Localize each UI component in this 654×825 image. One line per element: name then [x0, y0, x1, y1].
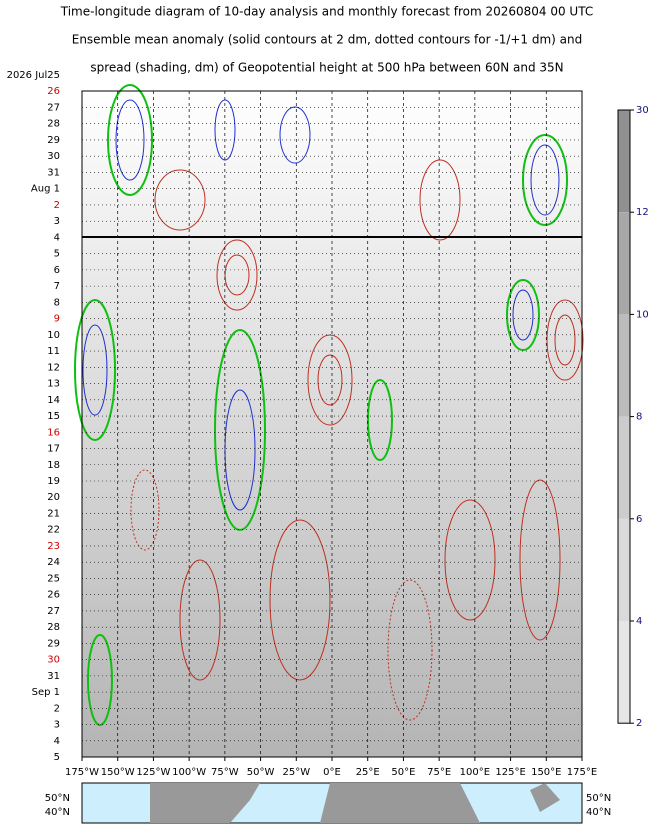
contours	[74, 84, 584, 726]
y-tick-label: 7	[54, 281, 60, 292]
x-tick-label: 100°E	[460, 767, 490, 778]
x-tick-label: 75°E	[427, 767, 451, 778]
chart-title: Time-longitude diagram of 10-day analysi…	[60, 5, 593, 19]
y-tick-label: 2026 Jul25	[7, 70, 60, 81]
y-tick-label: Sep 1	[32, 687, 60, 698]
y-tick-label: 5	[54, 752, 60, 763]
y-tick-label: 31	[47, 671, 60, 682]
colorbar-tick-label: 4	[636, 616, 642, 627]
colorbar-swatch	[618, 110, 630, 213]
y-tick-label: 21	[47, 508, 60, 519]
x-tick-label: 50°W	[247, 767, 275, 778]
y-tick-label: Aug 1	[31, 184, 60, 195]
y-tick-label: 15	[47, 411, 60, 422]
map-lat-label: 50°N	[586, 793, 611, 804]
map-land	[150, 783, 260, 823]
chart-title: Ensemble mean anomaly (solid contours at…	[72, 33, 583, 47]
colorbar-tick-label: 10	[636, 309, 649, 320]
grid	[81, 90, 583, 757]
colorbar-swatch	[618, 416, 630, 519]
colorbar-tick-label: 2	[636, 718, 642, 729]
colorbar-swatch	[618, 314, 630, 417]
y-tick-label: 4	[54, 736, 60, 747]
x-tick-label: 50°E	[391, 767, 415, 778]
y-tick-label: 26	[47, 86, 60, 97]
y-tick-label: 28	[47, 622, 60, 633]
y-tick-label: 5	[54, 249, 60, 260]
map-lat-label: 40°N	[586, 807, 611, 818]
y-tick-label: 2	[54, 703, 60, 714]
y-tick-label: 29	[47, 638, 60, 649]
colorbar-tick-label: 8	[636, 412, 642, 423]
x-tick-label: 125°W	[136, 767, 170, 778]
x-tick-label: 175°E	[567, 767, 597, 778]
colorbar-swatch	[618, 518, 630, 621]
y-tick-label: 30	[47, 151, 60, 162]
y-tick-label: 8	[54, 297, 60, 308]
x-tick-label: 25°W	[282, 767, 310, 778]
colorbar-swatch	[618, 621, 630, 724]
colorbar-tick-label: 30	[636, 105, 649, 116]
y-tick-label: 27	[47, 606, 60, 617]
y-tick-label: 27	[47, 102, 60, 113]
y-tick-label: 31	[47, 167, 60, 178]
y-tick-label: 24	[47, 557, 60, 568]
y-tick-label: 13	[47, 379, 60, 390]
y-tick-label: 28	[47, 119, 60, 130]
x-tick-label: 150°E	[531, 767, 561, 778]
x-tick-label: 125°E	[495, 767, 525, 778]
map-lat-label: 40°N	[45, 807, 70, 818]
chart-title: spread (shading, dm) of Geopotential hei…	[90, 61, 563, 75]
colorbar-tick-label: 12	[636, 207, 649, 218]
y-tick-label: 17	[47, 444, 60, 455]
plot-area	[74, 84, 584, 758]
x-tick-label: 100°W	[172, 767, 206, 778]
colorbar-tick-label: 6	[636, 514, 642, 525]
map-strip	[81, 782, 583, 824]
y-tick-label: 16	[47, 427, 60, 438]
x-tick-label: 0°E	[323, 767, 341, 778]
y-tick-label: 18	[47, 460, 60, 471]
y-tick-label: 23	[47, 541, 60, 552]
y-tick-label: 22	[47, 525, 60, 536]
y-tick-label: 6	[54, 265, 60, 276]
x-tick-label: 175°W	[65, 767, 99, 778]
y-tick-label: 14	[47, 395, 60, 406]
x-tick-label: 150°W	[101, 767, 135, 778]
colorbar-swatch	[618, 212, 630, 315]
y-tick-label: 19	[47, 476, 60, 487]
y-tick-label: 9	[54, 314, 60, 325]
y-tick-label: 2	[54, 200, 60, 211]
y-tick-label: 20	[47, 492, 60, 503]
y-tick-label: 11	[47, 346, 60, 357]
y-tick-label: 3	[54, 720, 60, 731]
y-tick-label: 3	[54, 216, 60, 227]
map-lat-label: 50°N	[45, 793, 70, 804]
y-tick-label: 4	[54, 232, 60, 243]
y-tick-label: 25	[47, 573, 60, 584]
y-tick-label: 10	[47, 330, 60, 341]
x-tick-label: 25°E	[356, 767, 380, 778]
map-land	[530, 783, 560, 812]
x-tick-label: 75°W	[211, 767, 239, 778]
y-tick-label: 26	[47, 590, 60, 601]
map-land	[320, 783, 480, 823]
y-tick-label: 29	[47, 135, 60, 146]
y-tick-label: 12	[47, 362, 60, 373]
y-tick-label: 30	[47, 655, 60, 666]
